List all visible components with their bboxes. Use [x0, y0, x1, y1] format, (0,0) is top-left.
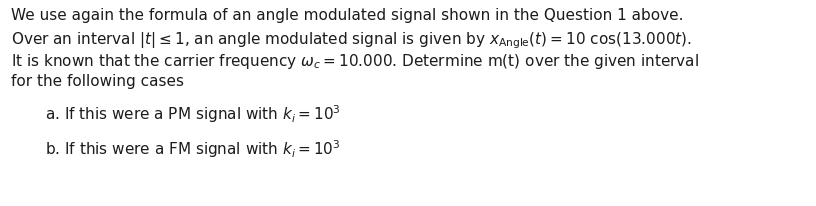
Text: Over an interval $|t| \leq 1$, an angle modulated signal is given by $x_{\mathsf: Over an interval $|t| \leq 1$, an angle … [11, 30, 692, 50]
Text: We use again the formula of an angle modulated signal shown in the Question 1 ab: We use again the formula of an angle mod… [11, 8, 683, 23]
Text: for the following cases: for the following cases [11, 74, 184, 89]
Text: a. If this were a PM signal with $k_i = 10^3$: a. If this were a PM signal with $k_i = … [45, 103, 340, 124]
Text: b. If this were a FM signal with $k_i = 10^3$: b. If this were a FM signal with $k_i = … [45, 137, 340, 159]
Text: It is known that the carrier frequency $\omega_c = 10.000$. Determine m(t) over : It is known that the carrier frequency $… [11, 52, 698, 71]
